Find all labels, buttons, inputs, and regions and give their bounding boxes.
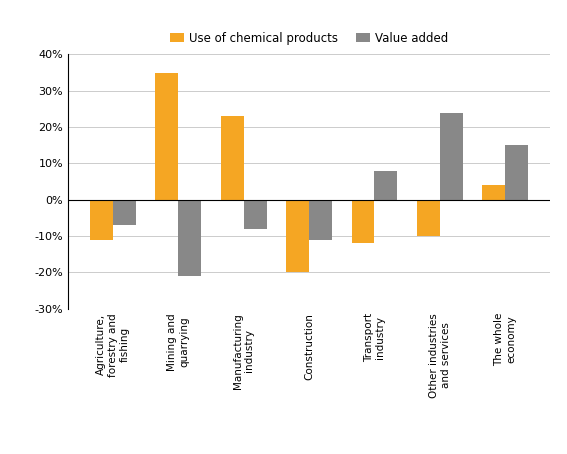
Legend: Use of chemical products, Value added: Use of chemical products, Value added xyxy=(166,27,452,50)
Bar xyxy=(178,200,201,276)
Bar xyxy=(440,113,463,200)
Bar xyxy=(155,73,178,200)
Bar xyxy=(90,200,113,240)
Bar xyxy=(374,171,397,200)
Bar xyxy=(244,200,266,229)
Bar xyxy=(352,200,374,243)
Bar xyxy=(483,185,505,200)
Bar xyxy=(505,145,528,200)
Bar xyxy=(309,200,332,240)
Bar xyxy=(113,200,136,225)
Bar xyxy=(286,200,309,272)
Bar xyxy=(221,116,244,200)
Bar xyxy=(417,200,440,236)
